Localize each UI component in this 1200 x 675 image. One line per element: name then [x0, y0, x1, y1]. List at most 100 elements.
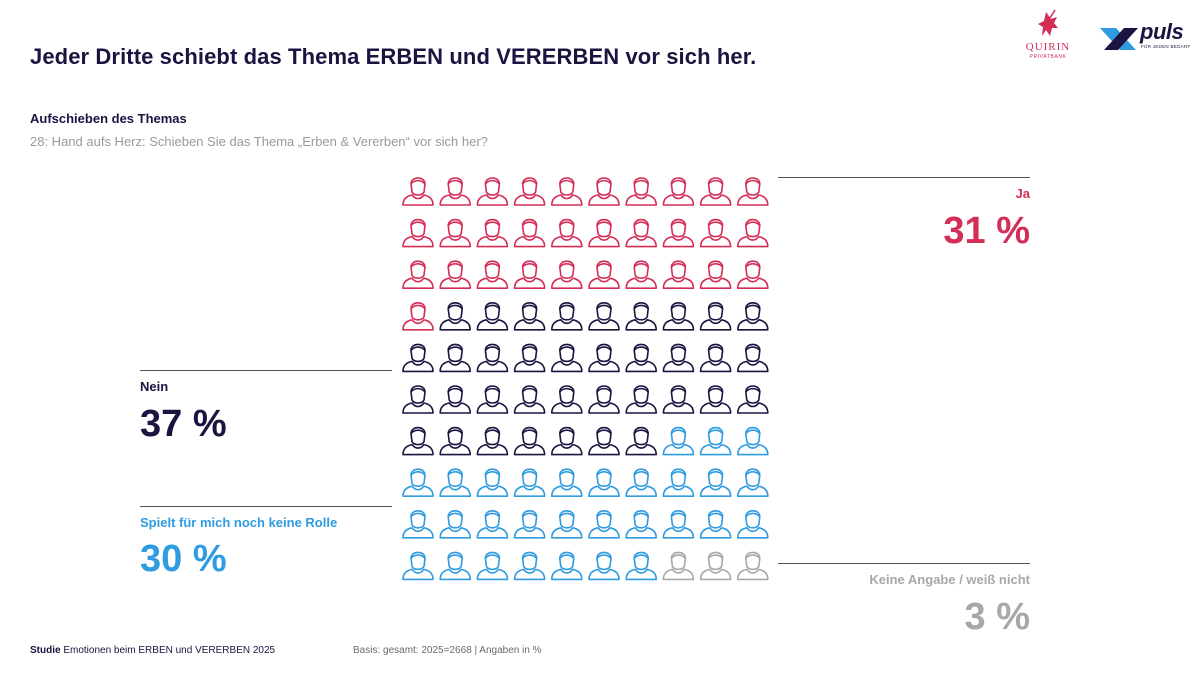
person-icon [550, 551, 583, 581]
person-icon [625, 426, 658, 456]
person-icon [699, 551, 732, 581]
person-icon [662, 551, 695, 581]
person-icon [476, 510, 509, 539]
chart-subtitle: Aufschieben des Themas [30, 111, 187, 126]
person-icon [476, 218, 509, 248]
person-icon [402, 551, 434, 581]
person-icon [662, 343, 695, 373]
person-icon [550, 260, 583, 290]
person-icon [699, 510, 732, 539]
person-icon [402, 343, 434, 373]
value-label-ja: 31 % [943, 210, 1030, 252]
person-icon [439, 177, 472, 206]
person-icon [588, 468, 620, 498]
person-icon [588, 510, 620, 539]
person-icon [513, 177, 546, 206]
ja-divider [778, 177, 1030, 178]
person-icon [513, 343, 546, 373]
footer-study-name: Emotionen beim ERBEN und VERERBEN 2025 [63, 645, 276, 656]
person-icon [588, 260, 620, 290]
person-icon [625, 260, 658, 290]
person-icon [699, 302, 732, 331]
person-icon [736, 468, 769, 498]
person-icon [439, 551, 472, 581]
person-icon [699, 218, 732, 248]
puls-logo: puls FÜR JEDEN BEDARF [1094, 19, 1192, 58]
footer-study-label: Studie [30, 645, 61, 656]
person-icon [476, 343, 509, 373]
person-icon [439, 343, 472, 373]
person-icon [402, 177, 434, 206]
person-icon [736, 426, 769, 456]
person-icon [588, 426, 620, 456]
person-icon [625, 551, 658, 581]
person-icon [588, 551, 620, 581]
person-icon [439, 426, 472, 456]
person-icon [588, 385, 620, 414]
person-icon [625, 177, 658, 206]
quirin-logo: QUIRIN PRIVATBANK [1016, 8, 1080, 66]
value-label-keine-angabe: 3 % [964, 596, 1030, 638]
person-icon [588, 177, 620, 206]
legend-label-nein: Nein [140, 379, 169, 394]
quirin-logo-sub: PRIVATBANK [1029, 54, 1067, 60]
person-icon [513, 260, 546, 290]
legend-label-ja: Ja [1015, 186, 1030, 201]
person-icon [662, 426, 695, 456]
footer-basis: Basis: gesamt: 2025=2668 | Angaben in % [353, 645, 542, 656]
person-icon [588, 343, 620, 373]
person-icon [402, 302, 434, 331]
person-icon [402, 426, 434, 456]
person-icon [625, 468, 658, 498]
legend-label-keine-rolle: Spielt für mich noch keine Rolle [140, 515, 338, 530]
person-icon [513, 551, 546, 581]
person-icon [476, 426, 509, 456]
person-icon [699, 177, 732, 206]
person-icon [439, 468, 472, 498]
survey-question: 28: Hand aufs Herz: Schieben Sie das The… [30, 134, 488, 149]
person-icon [699, 343, 732, 373]
person-icon [662, 468, 695, 498]
person-icon [513, 385, 546, 414]
person-icon [736, 385, 769, 414]
nein-divider [140, 370, 392, 371]
person-icon [699, 468, 732, 498]
person-icon [588, 302, 620, 331]
person-icon [588, 218, 620, 248]
person-icon [550, 302, 583, 331]
quirin-logo-name: QUIRIN [1025, 41, 1071, 53]
person-icon [699, 260, 732, 290]
person-icon [476, 177, 509, 206]
person-icon [699, 426, 732, 456]
person-icon [550, 177, 583, 206]
person-icon [402, 385, 434, 414]
person-icon [625, 385, 658, 414]
person-icon [513, 426, 546, 456]
person-icon [439, 510, 472, 539]
value-label-keine-rolle: 30 % [140, 538, 227, 580]
person-icon [662, 302, 695, 331]
page-title: Jeder Dritte schiebt das Thema ERBEN und… [30, 44, 757, 69]
person-icon [513, 468, 546, 498]
person-icon [625, 302, 658, 331]
puls-logo-name: puls [1140, 19, 1184, 44]
person-icon [476, 302, 509, 331]
person-icon [662, 510, 695, 539]
legend-label-keine-angabe: Keine Angabe / weiß nicht [869, 572, 1030, 587]
person-icon [736, 260, 769, 290]
person-icon [736, 510, 769, 539]
unicorn-icon [1038, 9, 1058, 36]
footer-study: Studie Emotionen beim ERBEN und VERERBEN… [30, 645, 275, 656]
person-icon [439, 385, 472, 414]
person-icon [439, 260, 472, 290]
person-icon [736, 302, 769, 331]
rolle-divider [140, 506, 392, 507]
keine-angabe-divider [778, 563, 1030, 564]
person-icon [550, 468, 583, 498]
person-icon [513, 218, 546, 248]
person-icon [625, 510, 658, 539]
person-icon [402, 468, 434, 498]
x-mark-icon [1100, 28, 1138, 50]
person-icon [662, 218, 695, 248]
